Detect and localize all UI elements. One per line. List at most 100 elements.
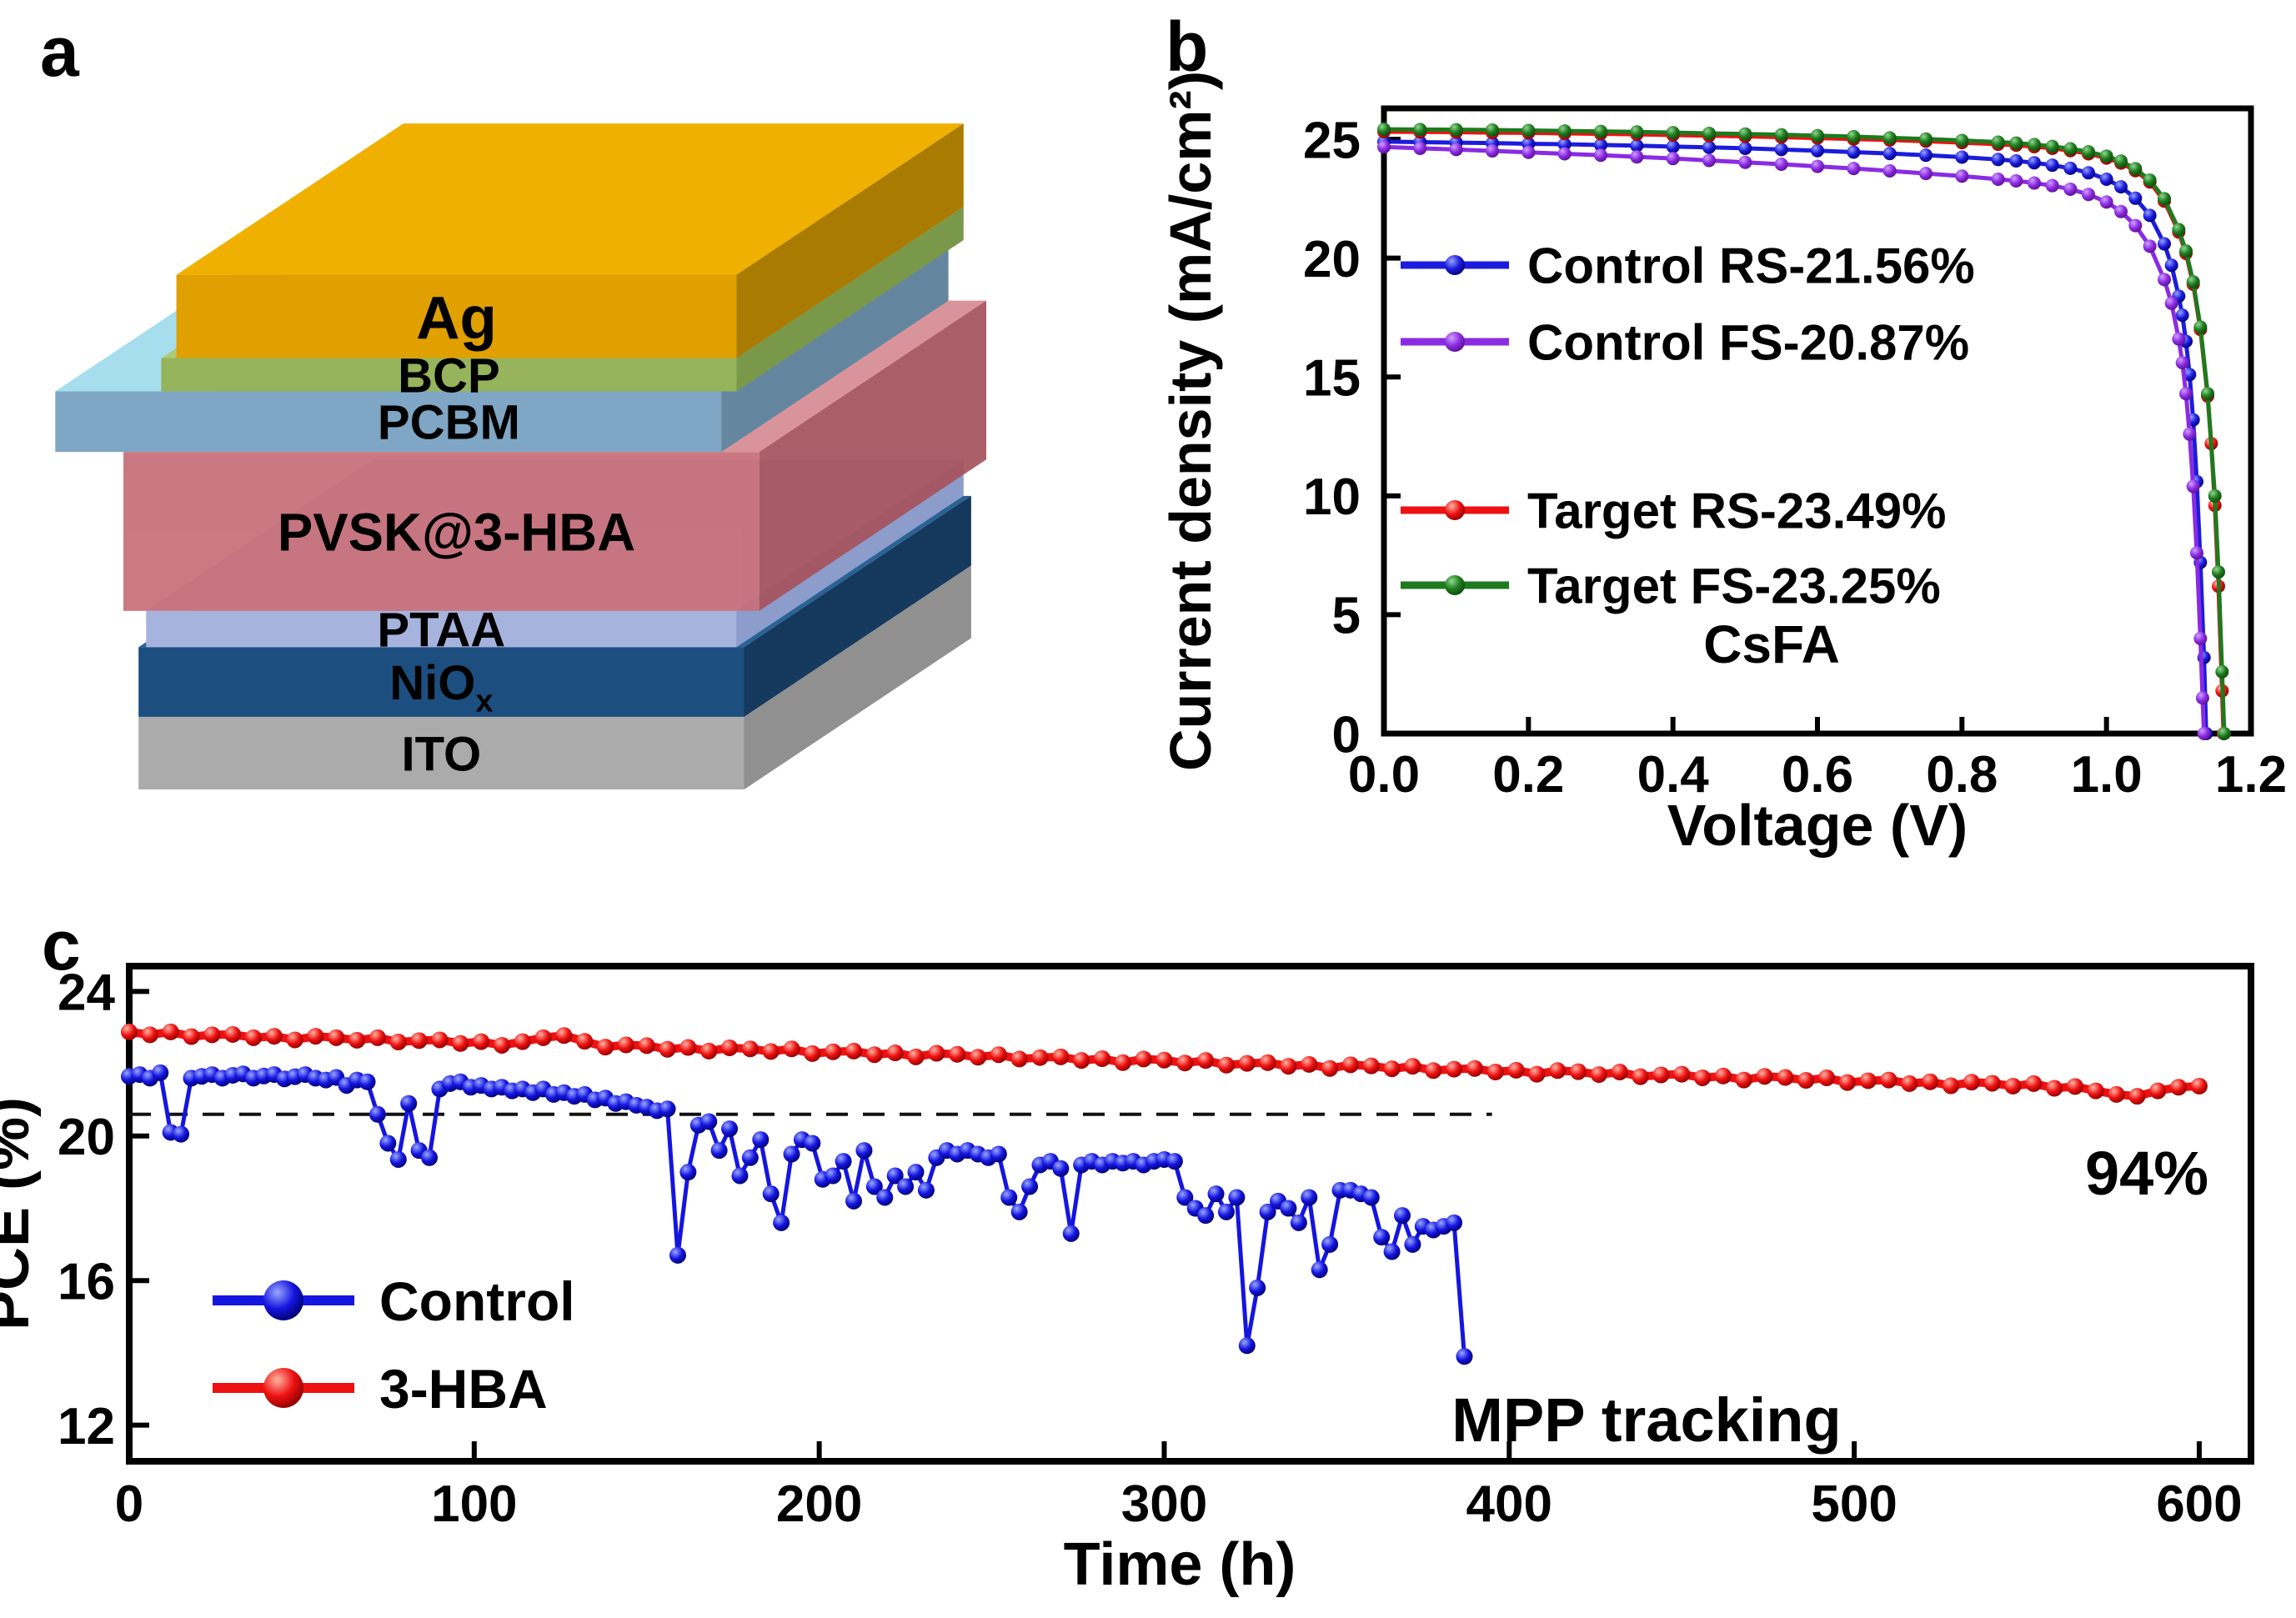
data-marker	[1738, 127, 1752, 141]
series-Control FS-20.87%	[1377, 140, 2211, 740]
data-marker	[1052, 1160, 1070, 1177]
jv-chart: 0.0 0.2 0.4 0.6 0.8 1.0 1.2 0 5 10 15 20 25 Control R…	[1158, 71, 2287, 858]
data-marker	[1630, 150, 1644, 164]
x-tick-label: 300	[1121, 1475, 1207, 1533]
data-marker	[1010, 1203, 1028, 1220]
data-marker	[2009, 136, 2023, 150]
data-marker	[1362, 1189, 1380, 1206]
data-marker	[1774, 128, 1788, 142]
data-marker	[1073, 1052, 1090, 1069]
data-marker	[2128, 1088, 2146, 1105]
data-marker	[348, 1031, 366, 1049]
legend-entry-Control RS-21.56%: Control RS-21.56%	[1401, 238, 1975, 294]
data-marker	[1259, 1203, 1276, 1220]
legend-marker	[1445, 255, 1465, 275]
data-marker	[1901, 1074, 1918, 1092]
data-marker	[835, 1153, 852, 1170]
data-marker	[1735, 1071, 1752, 1089]
data-marker	[1238, 1054, 1256, 1072]
data-marker	[2164, 296, 2178, 310]
data-marker	[2087, 1082, 2104, 1100]
data-marker	[1280, 1058, 1297, 1075]
data-marker	[825, 1167, 842, 1185]
data-marker	[1922, 1073, 1939, 1090]
data-marker	[2179, 387, 2193, 401]
panel-a-label: a	[40, 13, 79, 91]
plot-frame	[126, 963, 2254, 1465]
data-marker	[1666, 126, 1680, 140]
Ag-top-face	[176, 123, 964, 275]
y-axis-label: Current density (mA/cm²)	[1158, 71, 1223, 771]
ITO-side-face	[744, 565, 971, 790]
data-marker	[1557, 147, 1572, 161]
data-marker	[1383, 1060, 1401, 1078]
legend-marker	[263, 1280, 303, 1320]
legend-entry-Control: Control	[213, 1270, 575, 1332]
data-marker	[1882, 147, 1897, 161]
x-tick-label: 600	[2156, 1475, 2242, 1533]
PCBM-side-face	[721, 239, 949, 453]
data-marker	[1955, 150, 1969, 164]
data-marker	[2099, 195, 2113, 209]
data-marker	[886, 1167, 904, 1185]
y-axis-ticks: 12 16 20 24	[58, 964, 149, 1455]
data-marker	[1404, 1235, 1421, 1253]
data-marker	[2066, 1078, 2083, 1095]
data-marker	[1521, 145, 1536, 159]
data-marker	[183, 1028, 200, 1045]
data-marker	[669, 1246, 686, 1264]
data-marker	[2158, 237, 2171, 251]
data-marker	[2045, 139, 2059, 153]
data-marker	[2004, 1077, 2022, 1095]
data-marker	[1114, 1054, 1131, 1071]
data-marker	[1594, 138, 1607, 152]
data-marker	[1217, 1056, 1235, 1074]
data-marker	[2082, 188, 2095, 202]
data-marker	[1373, 1229, 1391, 1246]
data-marker	[865, 1046, 883, 1064]
data-marker	[731, 1167, 749, 1185]
x-tick-label: 1.0	[2071, 746, 2143, 804]
data-marker	[2193, 320, 2208, 334]
data-marker	[1404, 1058, 1421, 1075]
data-marker	[1557, 124, 1572, 138]
data-marker	[2183, 427, 2197, 441]
data-marker	[2045, 158, 2059, 173]
data-marker	[2170, 1079, 2188, 1096]
data-marker	[1859, 1072, 1877, 1090]
data-marker	[421, 1149, 439, 1166]
data-marker	[1963, 1074, 1980, 1091]
data-marker	[2114, 154, 2128, 168]
series-Control	[121, 1064, 1473, 1365]
data-marker	[2108, 1085, 2125, 1103]
data-marker	[2143, 239, 2157, 253]
data-marker	[358, 1073, 376, 1090]
data-marker	[1446, 1214, 1463, 1231]
legend-entry-Target FS-23.25%: Target FS-23.25%	[1401, 559, 1941, 614]
data-marker	[2063, 182, 2078, 196]
panel-c-label: c	[42, 906, 81, 984]
data-marker	[2009, 154, 2023, 168]
data-marker	[2158, 273, 2171, 287]
data-marker	[2028, 156, 2041, 170]
y-tick-label: 12	[58, 1398, 115, 1455]
data-marker	[173, 1125, 190, 1143]
data-marker	[1882, 131, 1897, 145]
data-marker	[2190, 1077, 2208, 1095]
data-marker	[1413, 123, 1427, 137]
data-marker	[1797, 1072, 1815, 1090]
data-marker	[1166, 1153, 1183, 1170]
data-marker	[2186, 479, 2200, 493]
data-marker	[2215, 664, 2229, 679]
data-marker	[638, 1037, 655, 1054]
data-marker	[617, 1036, 634, 1054]
data-marker	[1207, 1185, 1225, 1203]
data-marker	[1000, 1189, 1018, 1206]
data-marker	[1777, 1069, 1794, 1086]
data-marker	[1880, 1071, 1897, 1089]
data-marker	[1466, 1059, 1483, 1077]
data-marker	[1259, 1054, 1276, 1071]
data-marker	[659, 1100, 676, 1118]
data-marker	[1301, 1055, 1318, 1073]
